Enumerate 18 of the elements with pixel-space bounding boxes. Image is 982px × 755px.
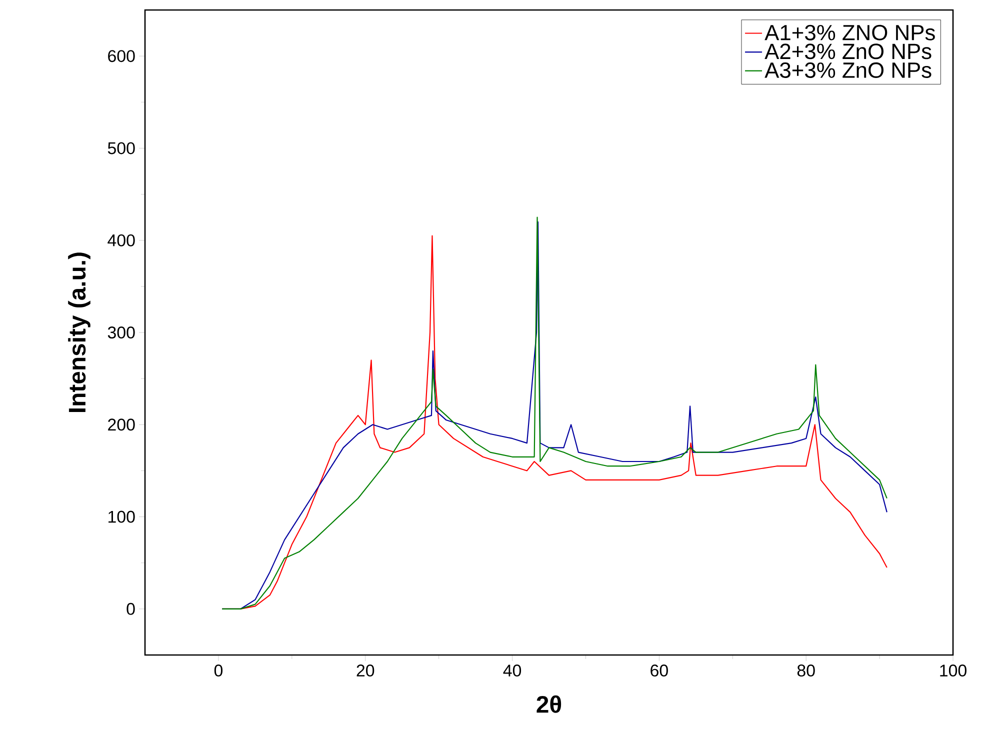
legend-label: A1+3% ZNO NPs [764, 24, 935, 40]
y-tick-label: 400 [108, 234, 135, 246]
x-tick-label: 20 [356, 664, 374, 677]
x-tick-label: 40 [503, 664, 522, 677]
y-axis-title: Intensity (a.u.) [68, 252, 90, 412]
x-tick-label: 100 [940, 664, 966, 677]
x-tick-label: 80 [797, 664, 815, 677]
y-tick-label: 0 [126, 602, 135, 615]
legend-label: A2+3% ZnO NPs [764, 44, 932, 60]
y-tick-label: 100 [108, 510, 135, 523]
x-tick-label: 0 [214, 664, 223, 677]
y-tick-label: 200 [108, 418, 135, 431]
legend-label: A3+3% ZnO NPs [764, 62, 932, 78]
x-axis-title: 2θ [536, 695, 562, 713]
y-tick-label: 600 [108, 50, 135, 62]
y-tick-label: 500 [108, 142, 135, 154]
y-tick-label: 300 [108, 326, 135, 338]
x-tick-label: 60 [650, 664, 668, 677]
